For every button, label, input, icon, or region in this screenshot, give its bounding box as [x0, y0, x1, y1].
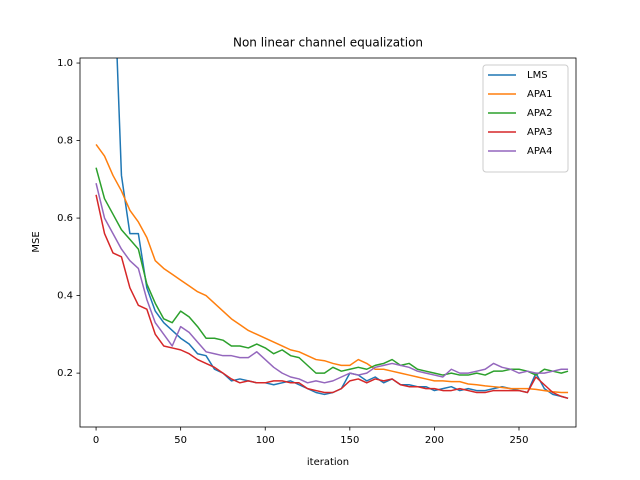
legend: LMS APA1 APA2 APA3 APA4 — [482, 64, 569, 173]
y-tick-label: 0.2 — [57, 368, 73, 379]
legend-label: LMS — [527, 70, 548, 81]
data-line — [95, 143, 569, 394]
legend-label: APA2 — [527, 108, 552, 119]
axes-frame — [79, 57, 577, 428]
legend-label: APA1 — [527, 89, 552, 100]
x-tick-label: 250 — [509, 435, 528, 446]
x-tick-label: 50 — [174, 435, 187, 446]
y-tick-label: 0.8 — [57, 136, 73, 147]
y-tick-label: 1.0 — [57, 58, 73, 69]
data-line — [95, 167, 569, 376]
legend-label: APA3 — [527, 127, 552, 138]
plot-area — [95, 58, 569, 400]
y-axis-label: MSE — [31, 231, 42, 252]
x-axis-label: iteration — [307, 457, 349, 468]
data-line — [95, 183, 569, 384]
x-tick-label: 100 — [256, 435, 275, 446]
x-tick-label: 150 — [340, 435, 359, 446]
x-tick-label: 0 — [93, 435, 99, 446]
chart-title: Non linear channel equalization — [233, 36, 423, 50]
y-tick-label: 0.4 — [57, 291, 73, 302]
legend-box — [482, 64, 569, 173]
data-line — [95, 194, 569, 400]
y-tick-label: 0.6 — [57, 213, 73, 224]
x-tick-label: 200 — [425, 435, 444, 446]
legend-label: APA4 — [527, 146, 552, 157]
